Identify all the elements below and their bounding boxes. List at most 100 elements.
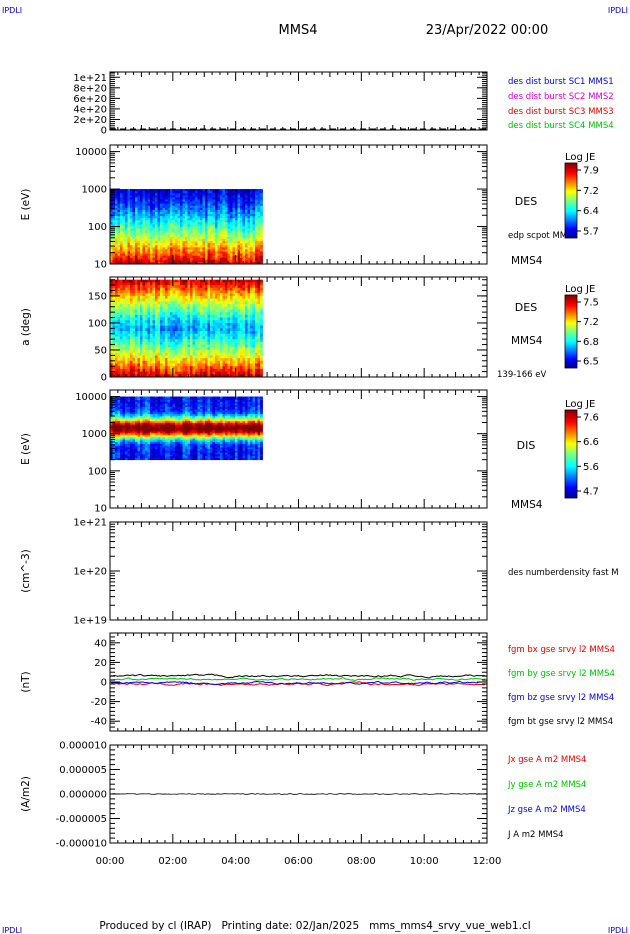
heatmap-cell [125, 314, 128, 318]
heatmap-cell [145, 331, 148, 335]
heatmap-cell [150, 322, 153, 327]
heatmap-cell [207, 304, 211, 308]
heatmap-cell [155, 239, 158, 242]
heatmap-cell [142, 374, 146, 378]
heatmap-cell [230, 285, 233, 289]
heatmap-cell [130, 214, 133, 217]
heatmap-cell [187, 341, 191, 345]
heatmap-cell [177, 347, 181, 351]
heatmap-cell [155, 317, 158, 321]
heatmap-cell [230, 241, 233, 244]
heatmap-cell [152, 312, 156, 316]
heatmap-cell [232, 218, 236, 221]
heatmap-cell [167, 218, 171, 221]
heatmap-cell [150, 222, 153, 225]
heatmap-cell [207, 285, 211, 289]
heatmap-cell [197, 249, 201, 252]
heatmap-cell [242, 245, 246, 248]
heatmap-cell [210, 261, 213, 265]
heatmap-cell [237, 317, 241, 321]
heatmap-cell [200, 236, 203, 240]
heatmap-cell [112, 282, 116, 286]
heatmap-cell [172, 371, 176, 375]
heatmap-cell [162, 366, 166, 370]
heatmap-cell [150, 197, 153, 200]
heatmap-cell [192, 320, 196, 324]
heatmap-cell [240, 309, 243, 313]
heatmap-cell [257, 234, 261, 238]
colorbar-tick-label: 6.8 [583, 337, 599, 348]
heatmap-cell [190, 293, 193, 297]
heatmap-cell [185, 312, 188, 316]
heatmap-cell [187, 333, 191, 337]
heatmap-cell [215, 309, 218, 313]
heatmap-cell [212, 207, 216, 211]
heatmap-cell [200, 312, 203, 316]
heatmap-cell [140, 247, 143, 250]
heatmap-cell [225, 325, 228, 329]
heatmap-cell [205, 189, 208, 192]
heatmap-cell [207, 245, 211, 248]
heatmap-cell [255, 293, 258, 297]
heatmap-cell [232, 251, 236, 254]
heatmap-cell [130, 347, 133, 351]
heatmap-cell [145, 312, 148, 316]
heatmap-cell [257, 368, 261, 372]
heatmap-cell [185, 234, 188, 238]
heatmap-cell [120, 336, 123, 340]
heatmap-cell [197, 193, 201, 196]
heatmap-cell [235, 295, 238, 300]
heatmap-cell [197, 230, 201, 234]
heatmap-cell [137, 314, 141, 318]
heatmap-cell [222, 247, 226, 250]
heatmap-cell [117, 220, 121, 223]
heatmap-cell [245, 298, 248, 302]
heatmap-cell [250, 339, 253, 343]
heatmap-cell [112, 408, 116, 411]
heatmap-cell [257, 298, 261, 302]
heatmap-cell [200, 339, 203, 343]
heatmap-cell [240, 298, 243, 302]
heatmap-cell [252, 293, 256, 297]
heatmap-cell [182, 331, 186, 335]
heatmap-cell [132, 368, 136, 372]
heatmap-cell [110, 396, 113, 399]
heatmap-cell [237, 197, 241, 200]
heatmap-cell [237, 255, 241, 259]
heatmap-cell [230, 203, 233, 207]
heatmap-cell [210, 245, 213, 248]
heatmap-cell [250, 304, 253, 308]
heatmap-cell [245, 339, 248, 343]
heatmap-cell [212, 243, 216, 246]
heatmap-cell [230, 374, 233, 378]
heatmap-cell [217, 320, 221, 324]
heatmap-cell [190, 211, 193, 215]
heatmap-cell [132, 255, 136, 259]
heatmap-cell [257, 347, 261, 351]
heatmap-cell [117, 234, 121, 238]
heatmap-cell [155, 216, 158, 219]
heatmap-cell [252, 205, 256, 209]
heatmap-cell [237, 211, 241, 215]
heatmap-cell [110, 328, 113, 332]
heatmap-cell [235, 333, 238, 337]
heatmap-cell [177, 247, 181, 250]
heatmap-cell [250, 295, 253, 300]
heatmap-cell [205, 247, 208, 250]
heatmap-cell [130, 193, 133, 196]
heatmap-cell [222, 279, 226, 283]
heatmap-cell [180, 259, 183, 263]
heatmap-cell [255, 312, 258, 316]
heatmap-cell [172, 290, 176, 294]
heatmap-cell [240, 355, 243, 359]
heatmap-cell [165, 232, 168, 236]
heatmap-cell [212, 197, 216, 200]
heatmap-cell [110, 419, 113, 422]
heatmap-cell [210, 189, 213, 192]
heatmap-cell [222, 306, 226, 310]
heatmap-cell [167, 199, 171, 202]
heatmap-cell [250, 341, 253, 345]
heatmap-cell [207, 371, 211, 375]
heatmap-cell [225, 298, 228, 302]
heatmap-cell [137, 309, 141, 313]
